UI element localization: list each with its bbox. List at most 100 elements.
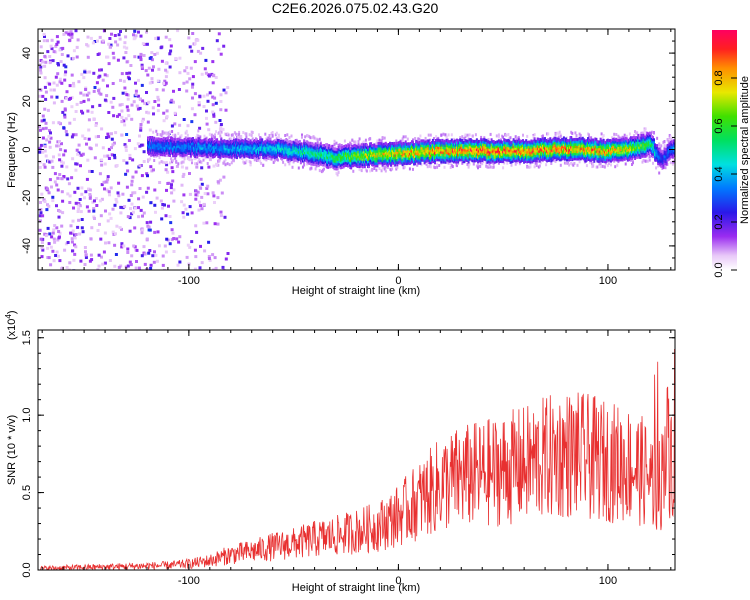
heatmap-cell [106, 219, 110, 223]
heatmap-cell [125, 105, 129, 109]
heatmap-cell [497, 133, 500, 137]
heatmap-cell [92, 71, 96, 75]
heatmap-cell [153, 151, 156, 155]
heatmap-cell [58, 140, 61, 143]
heatmap-cell [70, 73, 74, 77]
heatmap-cell [211, 143, 214, 147]
heatmap-cell [317, 156, 320, 160]
heatmap-cell [101, 146, 105, 150]
heatmap-cell [392, 157, 395, 160]
heatmap-cell [219, 100, 223, 103]
heatmap-cell [403, 152, 406, 156]
heatmap-cell [238, 141, 241, 145]
heatmap-cell [167, 143, 170, 147]
heatmap-cell [66, 241, 70, 244]
heatmap-cell [147, 111, 151, 115]
heatmap-cell [200, 195, 204, 199]
heatmap-cell [339, 163, 342, 167]
heatmap-cell [335, 157, 338, 161]
heatmap-cell [219, 131, 222, 135]
heatmap-cell [259, 159, 262, 163]
heatmap-cell [653, 131, 655, 135]
heatmap-cell [230, 161, 233, 165]
heatmap-cell [350, 147, 353, 151]
heatmap-cell [295, 156, 298, 160]
heatmap-cell [392, 159, 395, 163]
heatmap-cell [381, 149, 384, 153]
heatmap-cell [203, 152, 206, 156]
heatmap-cell [102, 180, 106, 184]
heatmap-cell [245, 142, 248, 146]
heatmap-cell [429, 149, 432, 153]
heatmap-cell [259, 155, 262, 159]
heatmap-cell [319, 154, 322, 158]
heatmap-cell [390, 144, 392, 148]
heatmap-cell [332, 146, 335, 150]
heatmap-cell [57, 121, 61, 125]
heatmap-cell [336, 167, 339, 171]
heatmap-cell [601, 164, 604, 168]
heatmap-cell [62, 153, 66, 157]
heatmap-cell [124, 35, 128, 39]
heatmap-cell [175, 142, 178, 146]
heatmap-cell [323, 167, 325, 171]
heatmap-cell [640, 131, 643, 135]
heatmap-cell [145, 110, 149, 114]
heatmap-cell [172, 151, 175, 155]
heatmap-cell [479, 164, 482, 168]
heatmap-cell [159, 148, 162, 152]
heatmap-cell [141, 214, 144, 218]
heatmap-cell [341, 153, 344, 157]
heatmap-cell [68, 261, 72, 265]
heatmap-cell [53, 224, 57, 228]
heatmap-cell [150, 169, 154, 173]
heatmap-cell [283, 139, 286, 143]
heatmap-cell [255, 143, 258, 147]
heatmap-cell [462, 160, 465, 164]
heatmap-cell [111, 51, 115, 55]
heatmap-cell [188, 77, 192, 81]
heatmap-cell [352, 164, 355, 168]
heatmap-cell [311, 144, 314, 148]
heatmap-cell [52, 50, 56, 54]
heatmap-cell [152, 153, 155, 157]
heatmap-cell [449, 147, 452, 151]
heatmap-cell [92, 89, 96, 93]
heatmap-cell [379, 151, 382, 155]
heatmap-cell [311, 159, 314, 163]
heatmap-cell [170, 139, 172, 142]
heatmap-cell [295, 141, 298, 145]
heatmap-cell [216, 143, 219, 146]
heatmap-cell [368, 145, 370, 149]
heatmap-cell [277, 148, 280, 152]
heatmap-cell [225, 152, 228, 156]
heatmap-cell [573, 162, 576, 165]
heatmap-cell [308, 149, 311, 153]
heatmap-cell [161, 263, 165, 267]
heatmap-cell [177, 132, 180, 135]
heatmap-cell [303, 163, 306, 167]
heatmap-cell [291, 155, 294, 159]
heatmap-cell [434, 166, 436, 170]
heatmap-cell [457, 160, 460, 164]
heatmap-cell [456, 145, 458, 149]
heatmap-cell [205, 154, 208, 158]
heatmap-cell [429, 154, 432, 158]
heatmap-cell [148, 81, 152, 85]
heatmap-cell [172, 237, 176, 240]
heatmap-cell [352, 154, 355, 158]
heatmap-cell [152, 65, 155, 69]
heatmap-cell [248, 155, 251, 159]
heatmap-cell [214, 101, 218, 105]
heatmap-cell [326, 155, 329, 159]
heatmap-cell [425, 157, 428, 161]
heatmap-cell [400, 144, 403, 148]
heatmap-cell [187, 147, 190, 151]
heatmap-cell [136, 94, 140, 98]
heatmap-cell [383, 136, 386, 140]
heatmap-cell [275, 145, 278, 149]
heatmap-cell [98, 35, 102, 39]
heatmap-cell [558, 130, 561, 134]
heatmap-cell [321, 151, 324, 155]
heatmap-cell [354, 144, 357, 148]
